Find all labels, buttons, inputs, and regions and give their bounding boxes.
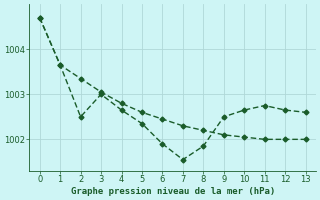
X-axis label: Graphe pression niveau de la mer (hPa): Graphe pression niveau de la mer (hPa) [70, 187, 275, 196]
